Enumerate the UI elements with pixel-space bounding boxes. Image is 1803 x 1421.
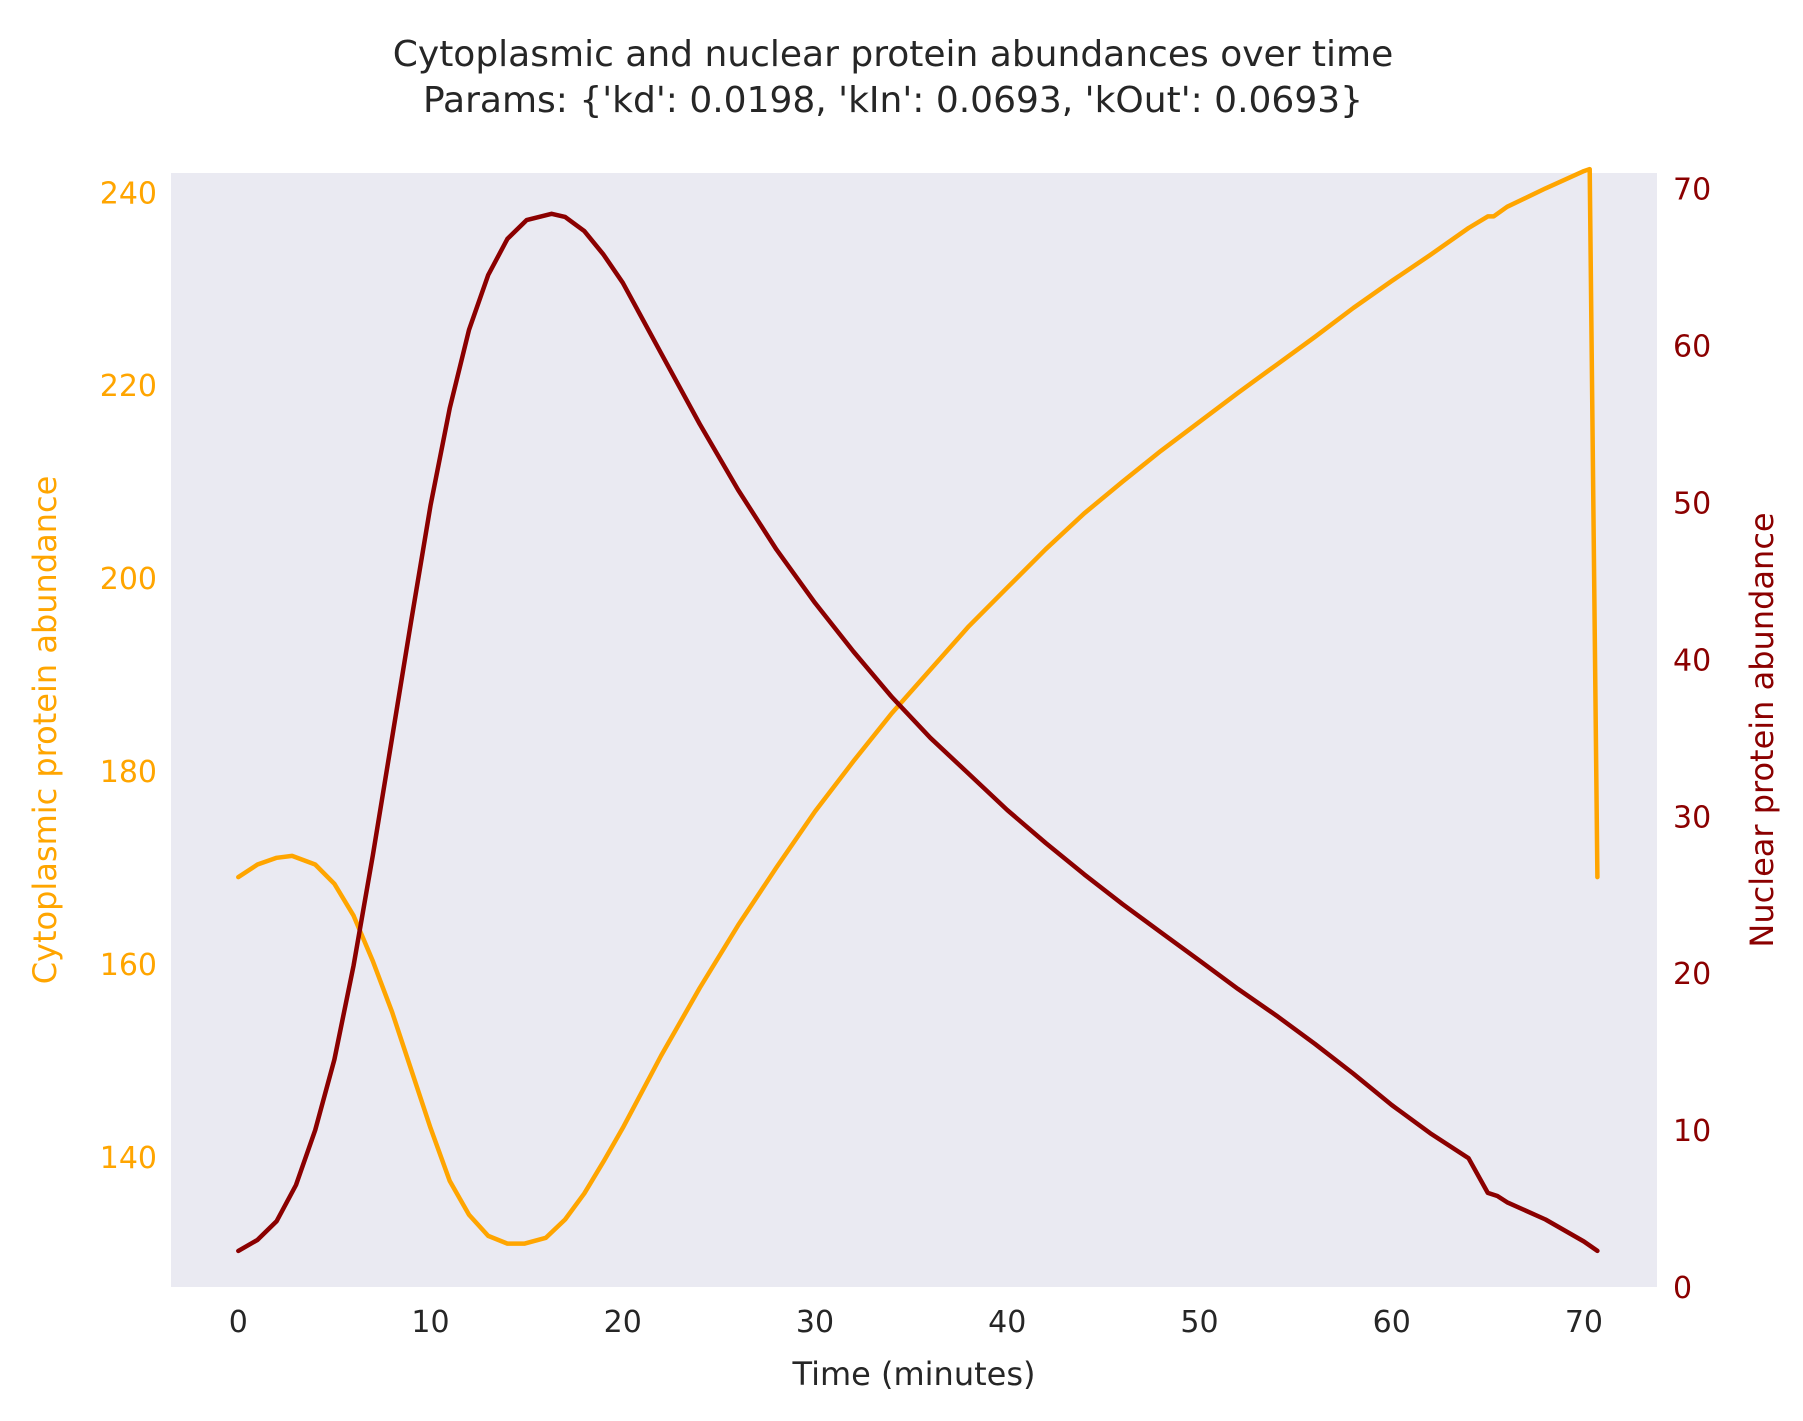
x-tick-label: 20 [604, 1305, 642, 1340]
left-y-tick-label: 160 [100, 948, 157, 983]
chart-subtitle: Params: {'kd': 0.0198, 'kIn': 0.0693, 'k… [423, 80, 1363, 121]
left-y-tick-label: 180 [100, 755, 157, 790]
right-y-tick-label: 0 [1673, 1271, 1692, 1306]
x-tick-label: 70 [1565, 1305, 1603, 1340]
right-y-tick-label: 10 [1673, 1114, 1711, 1149]
right-y-tick-label: 60 [1673, 330, 1711, 365]
right-y-axis-label: Nuclear protein abundance [1743, 512, 1781, 947]
x-axis-label: Time (minutes) [792, 1355, 1036, 1393]
x-tick-label: 50 [1180, 1305, 1218, 1340]
x-tick-label: 10 [411, 1305, 449, 1340]
cytoplasmic-series-line [236, 166, 1600, 1246]
chart-title: Cytoplasmic and nuclear protein abundanc… [393, 34, 1394, 75]
plot-area [171, 173, 1657, 1287]
left-y-tick-label: 240 [100, 176, 157, 211]
nuclear-series-line [236, 211, 1600, 1254]
right-y-tick-label: 50 [1673, 486, 1711, 521]
x-tick-label: 60 [1373, 1305, 1411, 1340]
x-tick-label: 40 [988, 1305, 1026, 1340]
left-y-tick-label: 220 [100, 369, 157, 404]
right-y-tick-label: 40 [1673, 643, 1711, 678]
x-tick-label: 30 [796, 1305, 834, 1340]
right-y-tick-label: 20 [1673, 957, 1711, 992]
left-y-tick-label: 200 [100, 562, 157, 597]
right-y-tick-label: 30 [1673, 800, 1711, 835]
left-y-axis-label: Cytoplasmic protein abundance [26, 476, 64, 985]
right-y-tick-label: 70 [1673, 173, 1711, 208]
x-tick-label: 0 [229, 1305, 248, 1340]
left-y-tick-label: 140 [100, 1141, 157, 1176]
